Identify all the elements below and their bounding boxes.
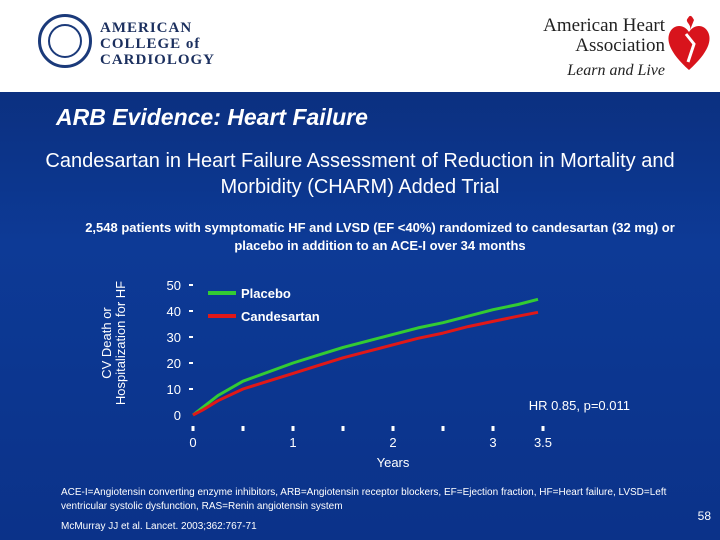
- aha-logo-line1: American Heart: [543, 15, 665, 36]
- x-tick-label: 3.5: [534, 435, 552, 450]
- x-tick-label: 0: [189, 435, 196, 450]
- heart-torch-icon: [668, 15, 710, 70]
- x-tick-label: 2: [389, 435, 396, 450]
- header-band: AMERICAN COLLEGE of CARDIOLOGY American …: [0, 0, 720, 92]
- kaplan-meier-chart: 0 10 20 30 40 50 0 1 2 3 3.5 Years Placebo Candesarta…: [167, 278, 630, 470]
- legend-label-candesartan: Candesartan: [241, 309, 320, 324]
- aha-logo: American Heart Association Learn and Liv…: [530, 6, 720, 86]
- acc-logo-line3: CARDIOLOGY: [100, 52, 216, 68]
- acc-logo: AMERICAN COLLEGE of CARDIOLOGY: [38, 12, 214, 72]
- hazard-ratio-annotation: HR 0.85, p=0.011: [529, 398, 630, 413]
- slide-title: ARB Evidence: Heart Failure: [56, 104, 368, 130]
- study-description: 2,548 patients with symptomatic HF and L…: [85, 220, 675, 253]
- citation: McMurray JJ et al. Lancet. 2003;362:767-…: [61, 521, 257, 532]
- page-number: 58: [697, 509, 711, 523]
- acc-seal-icon: [38, 14, 92, 68]
- y-axis-label-box: CV Death or Hospitalization for HF: [74, 278, 154, 408]
- acc-logo-line2: COLLEGE of: [100, 36, 201, 52]
- y-tick-label: 30: [167, 330, 181, 345]
- y-axis-label: CV Death or Hospitalization for HF: [99, 280, 128, 406]
- x-tick-label: 1: [289, 435, 296, 450]
- x-axis-label: Years: [377, 455, 410, 470]
- y-tick-label: 0: [174, 408, 181, 423]
- x-tick-label: 3: [489, 435, 496, 450]
- acc-logo-line1: AMERICAN: [100, 20, 193, 36]
- series-line-placebo: [192, 297, 539, 417]
- slide-subtitle: Candesartan in Heart Failure Assessment …: [45, 150, 675, 198]
- y-tick-label: 10: [167, 382, 181, 397]
- series-line-candesartan: [192, 310, 539, 417]
- legend-label-placebo: Placebo: [241, 286, 291, 301]
- abbreviation-footnote: ACE-I=Angiotensin converting enzyme inhi…: [61, 487, 667, 512]
- y-tick-label: 40: [167, 304, 181, 319]
- aha-logo-line2: Association: [575, 35, 665, 56]
- aha-tagline: Learn and Live: [567, 62, 665, 79]
- y-tick-label: 50: [167, 278, 181, 293]
- y-tick-label: 20: [167, 356, 181, 371]
